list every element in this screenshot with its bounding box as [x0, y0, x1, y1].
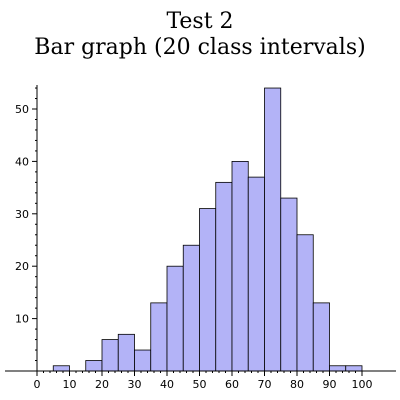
bar-85 [312, 302, 330, 372]
x-tick-label: 80 [290, 378, 304, 391]
bar-55 [215, 181, 233, 372]
bar-70 [264, 87, 282, 372]
x-tick-label: 40 [160, 378, 174, 391]
y-ticks-group: 10 20 30 40 50 [15, 87, 37, 362]
bar-80 [296, 234, 314, 372]
bar-5 [52, 365, 70, 372]
x-tick-label: 50 [193, 378, 207, 391]
bar-65 [247, 176, 265, 372]
x-tick-label: 90 [323, 378, 337, 391]
bar-90 [329, 365, 347, 372]
bar-95 [345, 365, 363, 372]
x-tick-label: 70 [258, 378, 272, 391]
bars-group [52, 87, 363, 372]
chart-subtitle: Bar graph (20 class intervals) [34, 35, 365, 60]
y-tick-label: 10 [15, 313, 29, 326]
y-tick-label: 50 [15, 103, 29, 116]
x-tick-label: 10 [63, 378, 77, 391]
bar-75 [280, 197, 298, 372]
bar-15 [85, 360, 103, 372]
bar-50 [199, 208, 217, 372]
x-tick-label: 100 [352, 378, 373, 391]
y-tick-label: 20 [15, 260, 29, 273]
x-tick-label: 0 [34, 378, 41, 391]
bar-20 [101, 339, 119, 372]
chart-title: Test 2 [166, 9, 233, 34]
bar-25 [117, 333, 135, 372]
bar-45 [182, 244, 200, 372]
bar-30 [134, 349, 152, 372]
x-tick-label: 20 [95, 378, 109, 391]
x-ticks-group: 0 10 20 30 40 50 60 70 80 90 100 [34, 371, 373, 391]
y-tick-label: 40 [15, 155, 29, 168]
x-tick-label: 60 [225, 378, 239, 391]
x-tick-label: 30 [128, 378, 142, 391]
y-tick-label: 30 [15, 208, 29, 221]
bar-40 [166, 265, 184, 372]
bar-60 [231, 160, 249, 372]
bar-35 [150, 302, 168, 372]
